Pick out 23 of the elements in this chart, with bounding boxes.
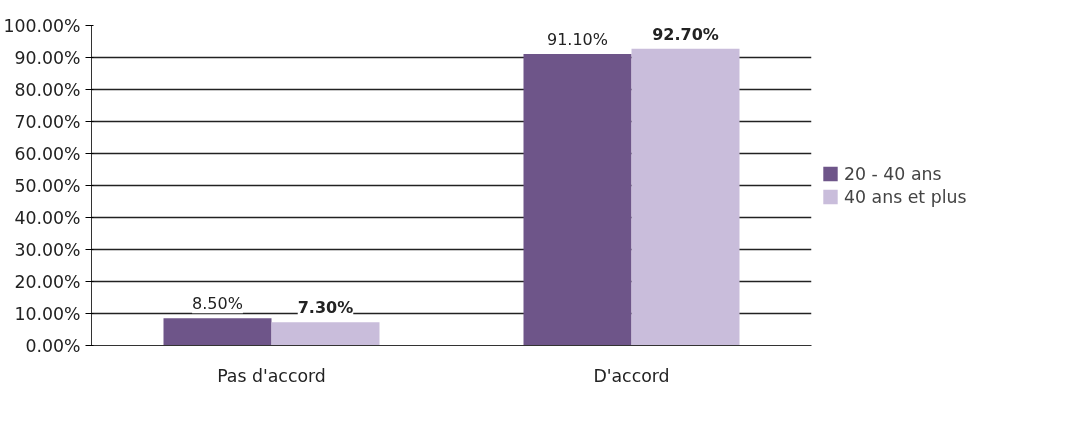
y-tick-label: 10.00% xyxy=(14,303,81,324)
y-tick-label: 30.00% xyxy=(14,239,81,260)
y-tick-label: 20.00% xyxy=(14,271,81,292)
data-label: 8.50% xyxy=(192,294,243,314)
y-tick-label: 60.00% xyxy=(14,143,81,164)
y-tick-label: 40.00% xyxy=(14,207,81,228)
bar xyxy=(631,48,740,346)
bar xyxy=(523,53,632,346)
bar xyxy=(163,318,272,346)
y-tick-label: 70.00% xyxy=(14,111,81,132)
y-tick-label: 0.00% xyxy=(25,335,81,356)
y-tick-label: 80.00% xyxy=(14,79,81,100)
data-label: 7.30% xyxy=(297,298,354,318)
y-tick-label: 50.00% xyxy=(14,175,81,196)
legend-label: 40 ans et plus xyxy=(844,186,967,207)
y-tick-label: 90.00% xyxy=(14,47,81,68)
data-label: 92.70% xyxy=(652,24,719,44)
legend-label: 20 - 40 ans xyxy=(844,163,942,184)
x-tick-label: Pas d'accord xyxy=(217,365,326,386)
x-tick-label: D'accord xyxy=(593,365,670,386)
bar xyxy=(271,322,380,346)
data-label: 91.10% xyxy=(547,29,609,49)
y-tick-label: 100.00% xyxy=(3,15,81,36)
